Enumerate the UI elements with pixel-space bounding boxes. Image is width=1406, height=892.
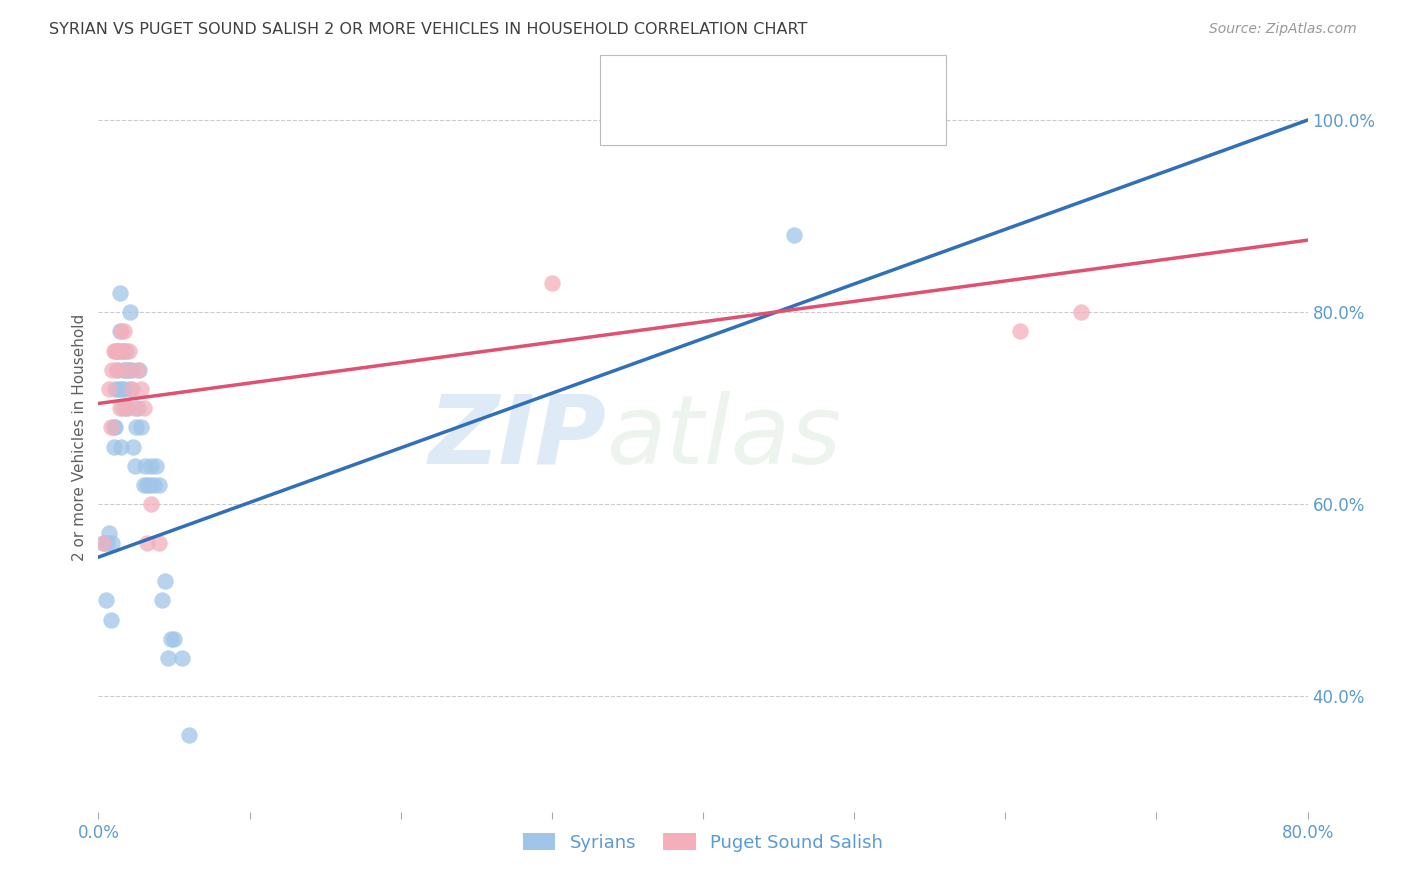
Point — [127, 401, 149, 416]
Point — [132, 478, 155, 492]
Text: Source: ZipAtlas.com: Source: ZipAtlas.com — [1209, 22, 1357, 37]
Y-axis label: 2 or more Vehicles in Household: 2 or more Vehicles in Household — [72, 313, 87, 561]
Point — [91, 535, 114, 549]
Point — [111, 401, 134, 416]
Point — [163, 632, 186, 646]
Point — [96, 535, 118, 549]
Point — [150, 593, 173, 607]
Point — [101, 535, 124, 549]
Point — [134, 458, 156, 473]
Point — [105, 343, 128, 358]
Point — [105, 363, 128, 377]
Point — [1070, 305, 1092, 319]
Point — [120, 382, 142, 396]
Point — [118, 363, 141, 377]
Point — [129, 420, 152, 434]
Point — [148, 535, 170, 549]
Text: ZIP: ZIP — [429, 391, 606, 483]
Point — [148, 478, 170, 492]
Text: atlas: atlas — [606, 391, 841, 483]
Point — [103, 343, 125, 358]
Point — [121, 382, 143, 396]
Point — [170, 651, 193, 665]
Point — [107, 382, 129, 396]
Point — [108, 285, 131, 300]
Point — [141, 497, 163, 511]
Point — [100, 420, 122, 434]
Point — [783, 228, 806, 243]
Point — [98, 382, 121, 396]
Point — [121, 363, 143, 377]
Point — [107, 343, 129, 358]
Text: R = 0.284: R = 0.284 — [661, 109, 744, 127]
Point — [179, 728, 201, 742]
Point — [139, 478, 162, 492]
Point — [93, 535, 115, 549]
Point — [112, 382, 135, 396]
Point — [160, 632, 183, 646]
Point — [124, 401, 146, 416]
FancyBboxPatch shape — [612, 103, 654, 133]
Point — [127, 363, 149, 377]
Point — [98, 526, 121, 541]
Point — [105, 363, 128, 377]
Point — [111, 343, 134, 358]
Point — [143, 478, 166, 492]
Legend: Syrians, Puget Sound Salish: Syrians, Puget Sound Salish — [516, 826, 890, 859]
Point — [129, 382, 152, 396]
Point — [540, 277, 562, 291]
Point — [145, 458, 167, 473]
Point — [156, 651, 179, 665]
FancyBboxPatch shape — [612, 68, 654, 97]
Point — [112, 343, 135, 358]
Point — [112, 325, 135, 339]
Point — [118, 343, 141, 358]
Text: N = 26: N = 26 — [799, 109, 862, 127]
Point — [110, 440, 132, 454]
Point — [110, 343, 132, 358]
Point — [104, 382, 127, 396]
Point — [104, 343, 127, 358]
Point — [108, 401, 131, 416]
Text: R = 0.573: R = 0.573 — [661, 73, 744, 91]
Point — [115, 401, 138, 416]
Point — [100, 613, 122, 627]
Point — [132, 401, 155, 416]
Point — [128, 363, 150, 377]
Text: N = 53: N = 53 — [799, 73, 862, 91]
Point — [153, 574, 176, 589]
Point — [107, 343, 129, 358]
Point — [104, 420, 127, 434]
Point — [103, 420, 125, 434]
Point — [114, 401, 136, 416]
Point — [114, 343, 136, 358]
Point — [135, 478, 157, 492]
Point — [108, 325, 131, 339]
Point — [125, 420, 148, 434]
Point — [94, 593, 117, 607]
Point — [120, 305, 142, 319]
Point — [141, 458, 163, 473]
Point — [135, 535, 157, 549]
Point — [115, 363, 138, 377]
Point — [110, 325, 132, 339]
Point — [101, 363, 124, 377]
Point — [114, 363, 136, 377]
Text: SYRIAN VS PUGET SOUND SALISH 2 OR MORE VEHICLES IN HOUSEHOLD CORRELATION CHART: SYRIAN VS PUGET SOUND SALISH 2 OR MORE V… — [49, 22, 807, 37]
Point — [1010, 325, 1032, 339]
Point — [124, 458, 146, 473]
Point — [110, 382, 132, 396]
Point — [122, 440, 145, 454]
Point — [631, 113, 654, 128]
Point — [103, 440, 125, 454]
Point — [111, 363, 134, 377]
